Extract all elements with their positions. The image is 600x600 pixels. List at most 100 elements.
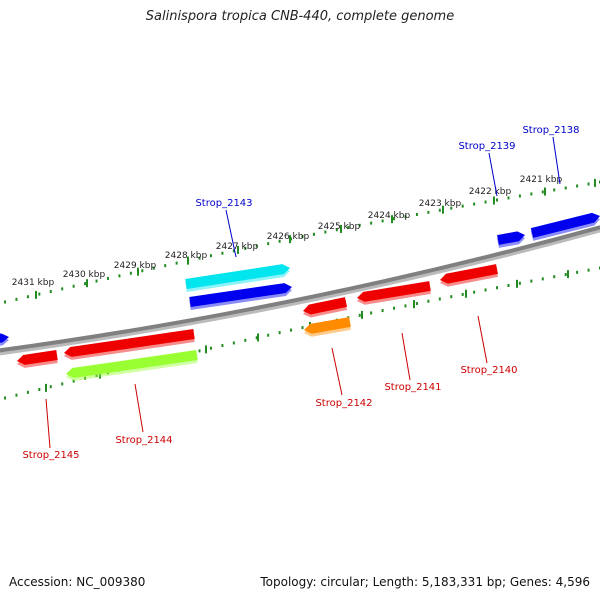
gene-leader-line: [401, 332, 411, 381]
gene-strop-2139[interactable]: [497, 231, 525, 248]
minor-tick: [347, 226, 350, 230]
minor-tick: [301, 326, 304, 330]
feature-green[interactable]: [66, 350, 198, 381]
topology-summary: Topology: circular; Length: 5,183,331 bp…: [260, 575, 590, 589]
minor-tick: [84, 376, 87, 380]
minor-tick: [393, 217, 396, 221]
minor-tick: [438, 208, 441, 212]
gene-strop-2139-body[interactable]: [497, 231, 525, 245]
gene-strop-2143[interactable]: [189, 283, 292, 310]
minor-tick: [198, 349, 201, 353]
feature-edge-blue-body[interactable]: [0, 333, 9, 343]
ruler-label: 2426 kbp: [267, 232, 310, 242]
gene-strop-2142[interactable]: [303, 297, 348, 318]
gene-leader-line: [134, 383, 144, 433]
major-tick: [289, 235, 291, 244]
gene-strop-2145[interactable]: [17, 350, 58, 368]
gene-label[interactable]: Strop_2143: [195, 198, 252, 209]
major-tick: [340, 224, 342, 233]
minor-tick: [496, 198, 499, 202]
minor-tick: [518, 194, 521, 198]
minor-tick: [72, 379, 75, 383]
minor-tick: [38, 292, 41, 296]
feature-cyan-body[interactable]: [185, 264, 290, 289]
minor-tick: [106, 276, 109, 280]
genome-backbone: [0, 225, 600, 356]
gene-label[interactable]: Strop_2139: [458, 141, 515, 152]
minor-tick: [49, 385, 52, 389]
major-tick: [257, 333, 259, 342]
minor-tick: [244, 338, 247, 342]
gene-label[interactable]: Strop_2145: [22, 450, 79, 461]
feature-cyan[interactable]: [185, 264, 290, 292]
gene-strop-2138[interactable]: [530, 212, 600, 241]
minor-tick: [564, 186, 567, 190]
minor-tick: [507, 283, 510, 287]
minor-tick: [335, 228, 338, 232]
gene-leader-line: [552, 136, 561, 185]
gene-strop-2145-body[interactable]: [17, 350, 58, 365]
minor-tick: [49, 289, 52, 293]
minor-tick: [358, 223, 361, 227]
lower-scale-ruler: [4, 266, 600, 400]
gene-strop-2140-body[interactable]: [440, 264, 498, 284]
minor-tick: [232, 341, 235, 345]
minor-tick: [38, 388, 41, 392]
feature-green-body[interactable]: [66, 350, 198, 378]
gene-label[interactable]: Strop_2138: [522, 125, 579, 136]
minor-tick: [141, 269, 144, 273]
minor-tick: [576, 270, 579, 274]
gene-label[interactable]: Strop_2141: [384, 382, 441, 393]
minor-tick: [587, 268, 590, 272]
minor-tick: [221, 344, 224, 348]
minor-tick: [530, 192, 533, 196]
ruler-label: 2431 kbp: [12, 278, 55, 288]
major-tick: [361, 310, 363, 319]
feature-orange[interactable]: [304, 317, 351, 337]
feature-orange-body[interactable]: [304, 317, 351, 334]
minor-tick: [450, 295, 453, 299]
gene-strop-2144-body[interactable]: [64, 329, 195, 357]
ruler-label: 2428 kbp: [165, 251, 208, 261]
minor-tick: [541, 190, 544, 194]
ruler-label: 2427 kbp: [216, 242, 259, 252]
minor-tick: [427, 210, 430, 214]
minor-tick: [553, 275, 556, 279]
gene-strop-2141[interactable]: [357, 281, 431, 305]
major-tick: [594, 178, 596, 187]
minor-tick: [415, 212, 418, 216]
major-tick: [544, 187, 546, 196]
ruler-label: 2421 kbp: [520, 175, 563, 185]
feature-edge-blue[interactable]: [0, 333, 9, 346]
minor-tick: [450, 206, 453, 210]
gene-label[interactable]: Strop_2140: [460, 365, 517, 376]
major-tick: [45, 383, 47, 392]
minor-tick: [381, 219, 384, 223]
minor-tick: [95, 373, 98, 377]
gene-label[interactable]: Strop_2142: [315, 398, 372, 409]
gene-strop-2144[interactable]: [64, 329, 195, 360]
major-tick: [413, 300, 415, 309]
gene-label[interactable]: Strop_2144: [115, 435, 172, 446]
minor-tick: [175, 261, 178, 265]
major-tick: [493, 196, 495, 205]
gene-strop-2140[interactable]: [440, 264, 498, 287]
minor-tick: [290, 328, 293, 332]
gene-leader-line: [477, 315, 488, 364]
gene-strop-2141-body[interactable]: [357, 281, 431, 302]
minor-tick: [255, 244, 258, 248]
minor-tick: [244, 246, 247, 250]
minor-tick: [278, 331, 281, 335]
minor-tick: [26, 295, 29, 299]
major-tick: [465, 289, 467, 298]
gene-strop-2138-body[interactable]: [530, 212, 600, 238]
gene-strop-2142-body[interactable]: [303, 297, 348, 315]
gene-strop-2143-body[interactable]: [189, 283, 292, 307]
ruler-label: 2430 kbp: [63, 270, 106, 280]
minor-tick: [484, 200, 487, 204]
minor-tick: [404, 304, 407, 308]
minor-tick: [209, 346, 212, 350]
minor-tick: [404, 215, 407, 219]
minor-tick: [301, 235, 304, 239]
